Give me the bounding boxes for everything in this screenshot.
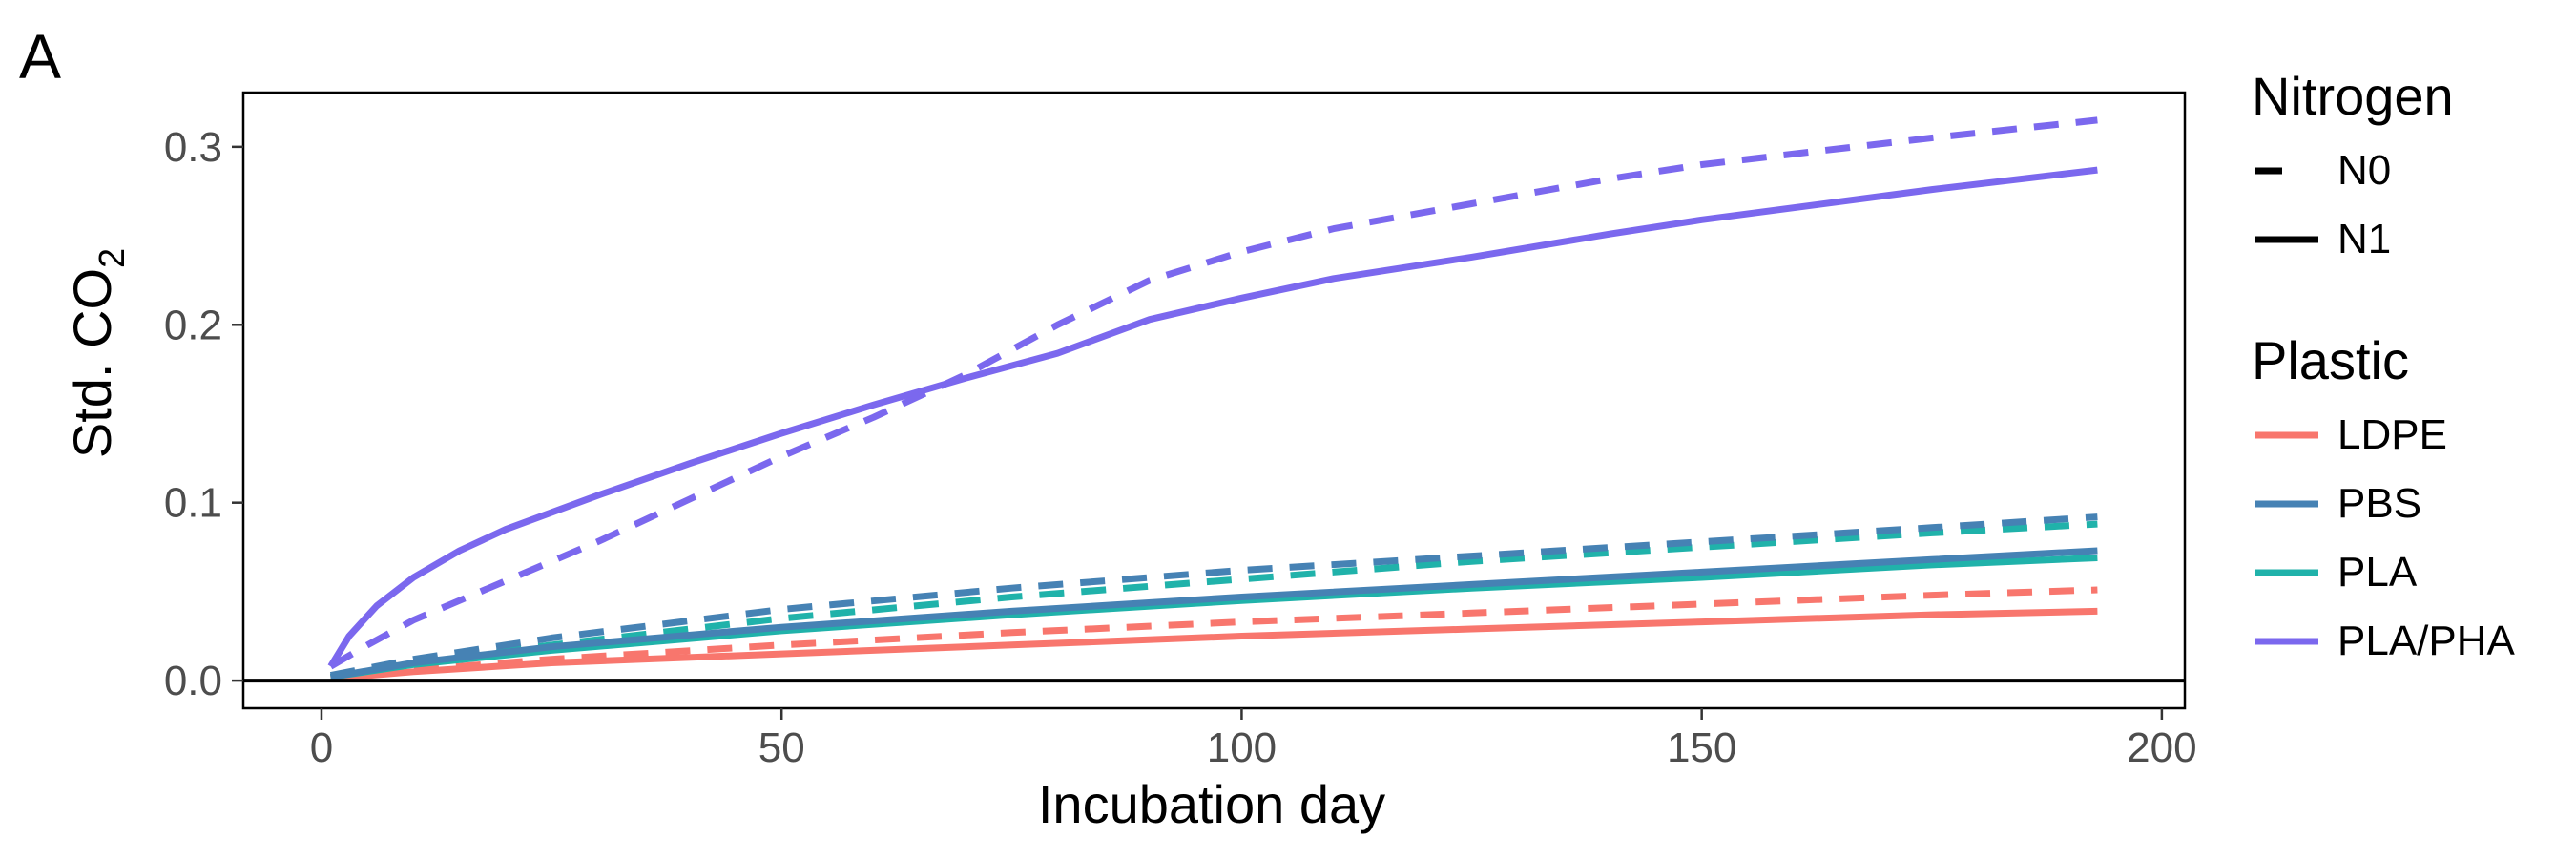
y-axis-title: Std. CO2 (62, 248, 133, 458)
legend-label-n1: N1 (2337, 216, 2391, 262)
x-tick-label: 100 (1207, 724, 1277, 771)
series-line-ldpe-n0 (330, 586, 2098, 682)
series-line-pla-pha-n0 (328, 116, 2098, 670)
x-axis: 0 50 100 150 200 (310, 708, 2197, 771)
legend-label-pla: PLA (2337, 549, 2418, 596)
legend-title-plastic: Plastic (2252, 330, 2409, 390)
x-tick-label: 0 (310, 724, 333, 771)
y-tick-label: 0.2 (164, 302, 222, 348)
legend-title-nitrogen: Nitrogen (2252, 66, 2454, 126)
plot-area (241, 91, 2187, 710)
series-line-pbs-n0 (329, 513, 2098, 679)
y-axis-title-subscript: 2 (93, 248, 133, 268)
series-layer (327, 116, 2098, 682)
y-tick-label: 0.3 (164, 124, 222, 171)
x-tick-label: 200 (2127, 724, 2196, 771)
y-tick-label: 0.0 (164, 658, 222, 704)
legend: Nitrogen N0 N1 Plastic LDPE PBS PLA PLA/PHA (2252, 66, 2516, 664)
plot-border (241, 91, 2187, 710)
x-tick-label: 50 (758, 724, 805, 771)
series-line-pla-n0 (330, 520, 2098, 681)
series-line-ldpe-n1 (330, 607, 2098, 682)
legend-label-n0: N0 (2337, 147, 2391, 194)
legend-label-pbs: PBS (2337, 480, 2421, 527)
series-line-pla-pha-n1 (327, 166, 2098, 669)
y-axis: 0.0 0.1 0.2 0.3 (164, 124, 243, 704)
y-tick-label: 0.1 (164, 480, 222, 527)
panel-label: A (19, 21, 61, 92)
legend-label-ldpe: LDPE (2337, 411, 2447, 458)
x-tick-label: 150 (1667, 724, 1736, 771)
y-axis-title-main: Std. CO (62, 268, 122, 458)
series-line-pbs-n1 (330, 547, 2098, 681)
x-axis-title: Incubation day (1038, 774, 1385, 834)
legend-label-pla-pha: PLA/PHA (2337, 618, 2516, 664)
